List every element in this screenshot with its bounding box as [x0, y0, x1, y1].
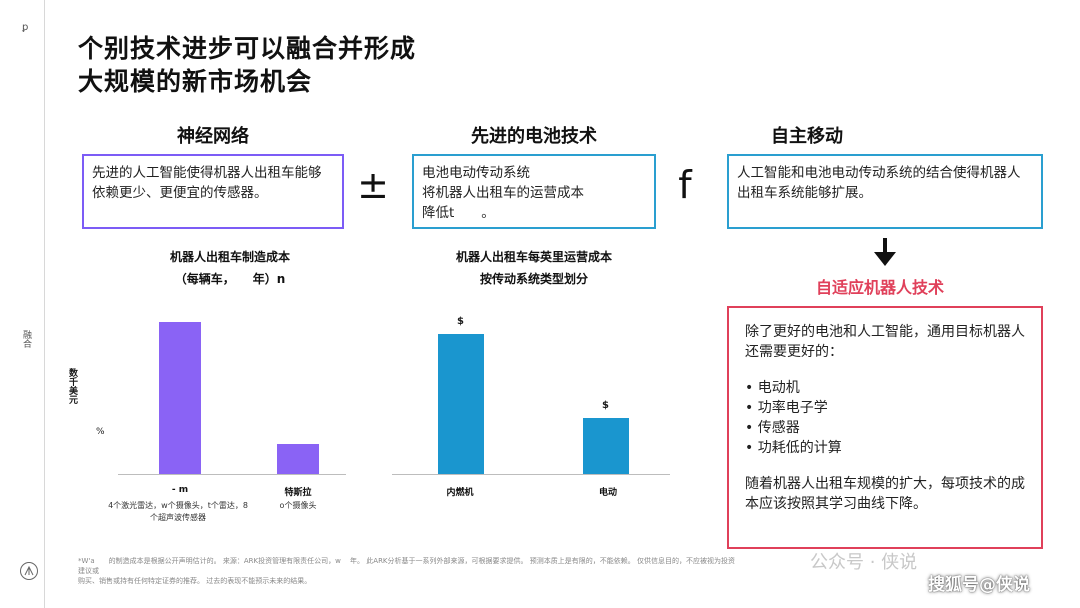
- chart2-category-0: 内燃机: [446, 488, 474, 498]
- sidebar-divider: [44, 0, 45, 608]
- footer-line-1: *W'a 的制造成本是根据公开声明估计的。 来源：ARK投资管理有限责任公司，w…: [78, 557, 735, 575]
- chart2-category-1: 电动: [598, 488, 617, 498]
- chart2-axis: [392, 474, 670, 475]
- chart1-bar-tesla: [277, 444, 319, 474]
- heading-battery-tech: 先进的电池技术: [471, 126, 597, 147]
- plus-minus-operator: ±: [357, 163, 389, 207]
- bullet-power-electronics: • 功率电子学: [745, 400, 828, 416]
- heading-autonomous-mobility: 自主移动: [771, 126, 843, 147]
- chart2-subtitle: 按传动系统类型划分: [479, 272, 588, 286]
- sidebar-section-label: 融合: [21, 330, 31, 348]
- sohu-watermark: 搜狐号@侠说: [928, 575, 1030, 595]
- chart1-category-note-0: 4个激光雷达，w个摄像头，t个雷达，8个超声波传感器: [108, 501, 248, 522]
- sidebar-top-mark: ꝑ: [22, 22, 29, 33]
- footer-disclaimer: *W'a 的制造成本是根据公开声明估计的。 来源：ARK投资管理有限责任公司，w…: [78, 556, 738, 586]
- chart1-category-1: 特斯拉: [284, 488, 312, 498]
- autonomous-mobility-box: 人工智能和电池电动传动系统的结合使得机器人出租车系统能够扩展。: [727, 154, 1043, 229]
- footer-line-2: 购买、销售或持有任何特定证券的推荐。 过去的表现不能预示未来的结果。: [78, 577, 312, 585]
- chart2-title: 机器人出租车每英里运营成本 按传动系统类型划分: [410, 246, 658, 290]
- adaptive-outro: 随着机器人出租车规模的扩大，每项技术的成本应该按照其学习曲线下降。: [745, 476, 1025, 512]
- chart2-bar-electric: [583, 418, 629, 474]
- bullet-low-power-compute: • 功耗低的计算: [745, 440, 842, 456]
- chart1-plot-area: [118, 322, 346, 474]
- chart2-value-label-0: $: [457, 316, 464, 327]
- chart1-subtitle: （每辆车， 年）n: [174, 272, 286, 286]
- page-title: 个别技术进步可以融合并形成 大规模的新市场机会: [78, 32, 416, 98]
- bullet-sensors: • 传感器: [745, 420, 800, 436]
- chart1-axis: [118, 474, 346, 475]
- chart2-title-text: 机器人出租车每英里运营成本: [455, 250, 612, 264]
- chart2-bar-ice: [438, 334, 484, 474]
- battery-tech-box: 电池电动传动系统 将机器人出租车的运营成本 降低t 。: [412, 154, 656, 229]
- ark-logo-icon: [20, 562, 38, 580]
- adaptive-intro: 除了更好的电池和人工智能，通用目标机器人还需要更好的：: [745, 324, 1025, 360]
- chart2-value-label-1: $: [602, 400, 609, 411]
- neural-networks-text: 先进的人工智能使得机器人出租车能够依赖更少、更便宜的传感器。: [92, 165, 322, 201]
- chart1-title: 机器人出租车制造成本 （每辆车， 年）n: [110, 246, 350, 290]
- title-line-1: 个别技术进步可以融合并形成: [78, 34, 417, 63]
- f-operator: f: [678, 163, 692, 207]
- adaptive-robotics-heading: 自适应机器人技术: [815, 278, 944, 297]
- chart1-ylabel: 数千美元: [67, 368, 77, 404]
- heading-neural-networks: 神经网络: [177, 126, 249, 147]
- down-arrow-icon: [870, 236, 900, 272]
- chart1-category-note-1: o个摄像头: [279, 501, 317, 510]
- battery-tech-text: 电池电动传动系统 将机器人出租车的运营成本 降低t 。: [422, 165, 584, 221]
- neural-networks-box: 先进的人工智能使得机器人出租车能够依赖更少、更便宜的传感器。: [82, 154, 344, 229]
- chart1-category-0: - m: [171, 485, 189, 495]
- chart1-bar-lidar-robotaxi: [159, 322, 201, 474]
- title-line-2: 大规模的新市场机会: [78, 67, 313, 96]
- chart1-y-mark: %: [96, 427, 105, 437]
- wechat-watermark: 公众号 · 侠说: [810, 552, 918, 573]
- bullet-electric-motor: • 电动机: [745, 380, 800, 396]
- chart2-plot-area: [392, 334, 670, 474]
- autonomous-mobility-text: 人工智能和电池电动传动系统的结合使得机器人出租车系统能够扩展。: [737, 165, 1021, 201]
- chart1-title-text: 机器人出租车制造成本: [169, 250, 290, 264]
- adaptive-robotics-box: 除了更好的电池和人工智能，通用目标机器人还需要更好的： • 电动机 • 功率电子…: [727, 306, 1043, 549]
